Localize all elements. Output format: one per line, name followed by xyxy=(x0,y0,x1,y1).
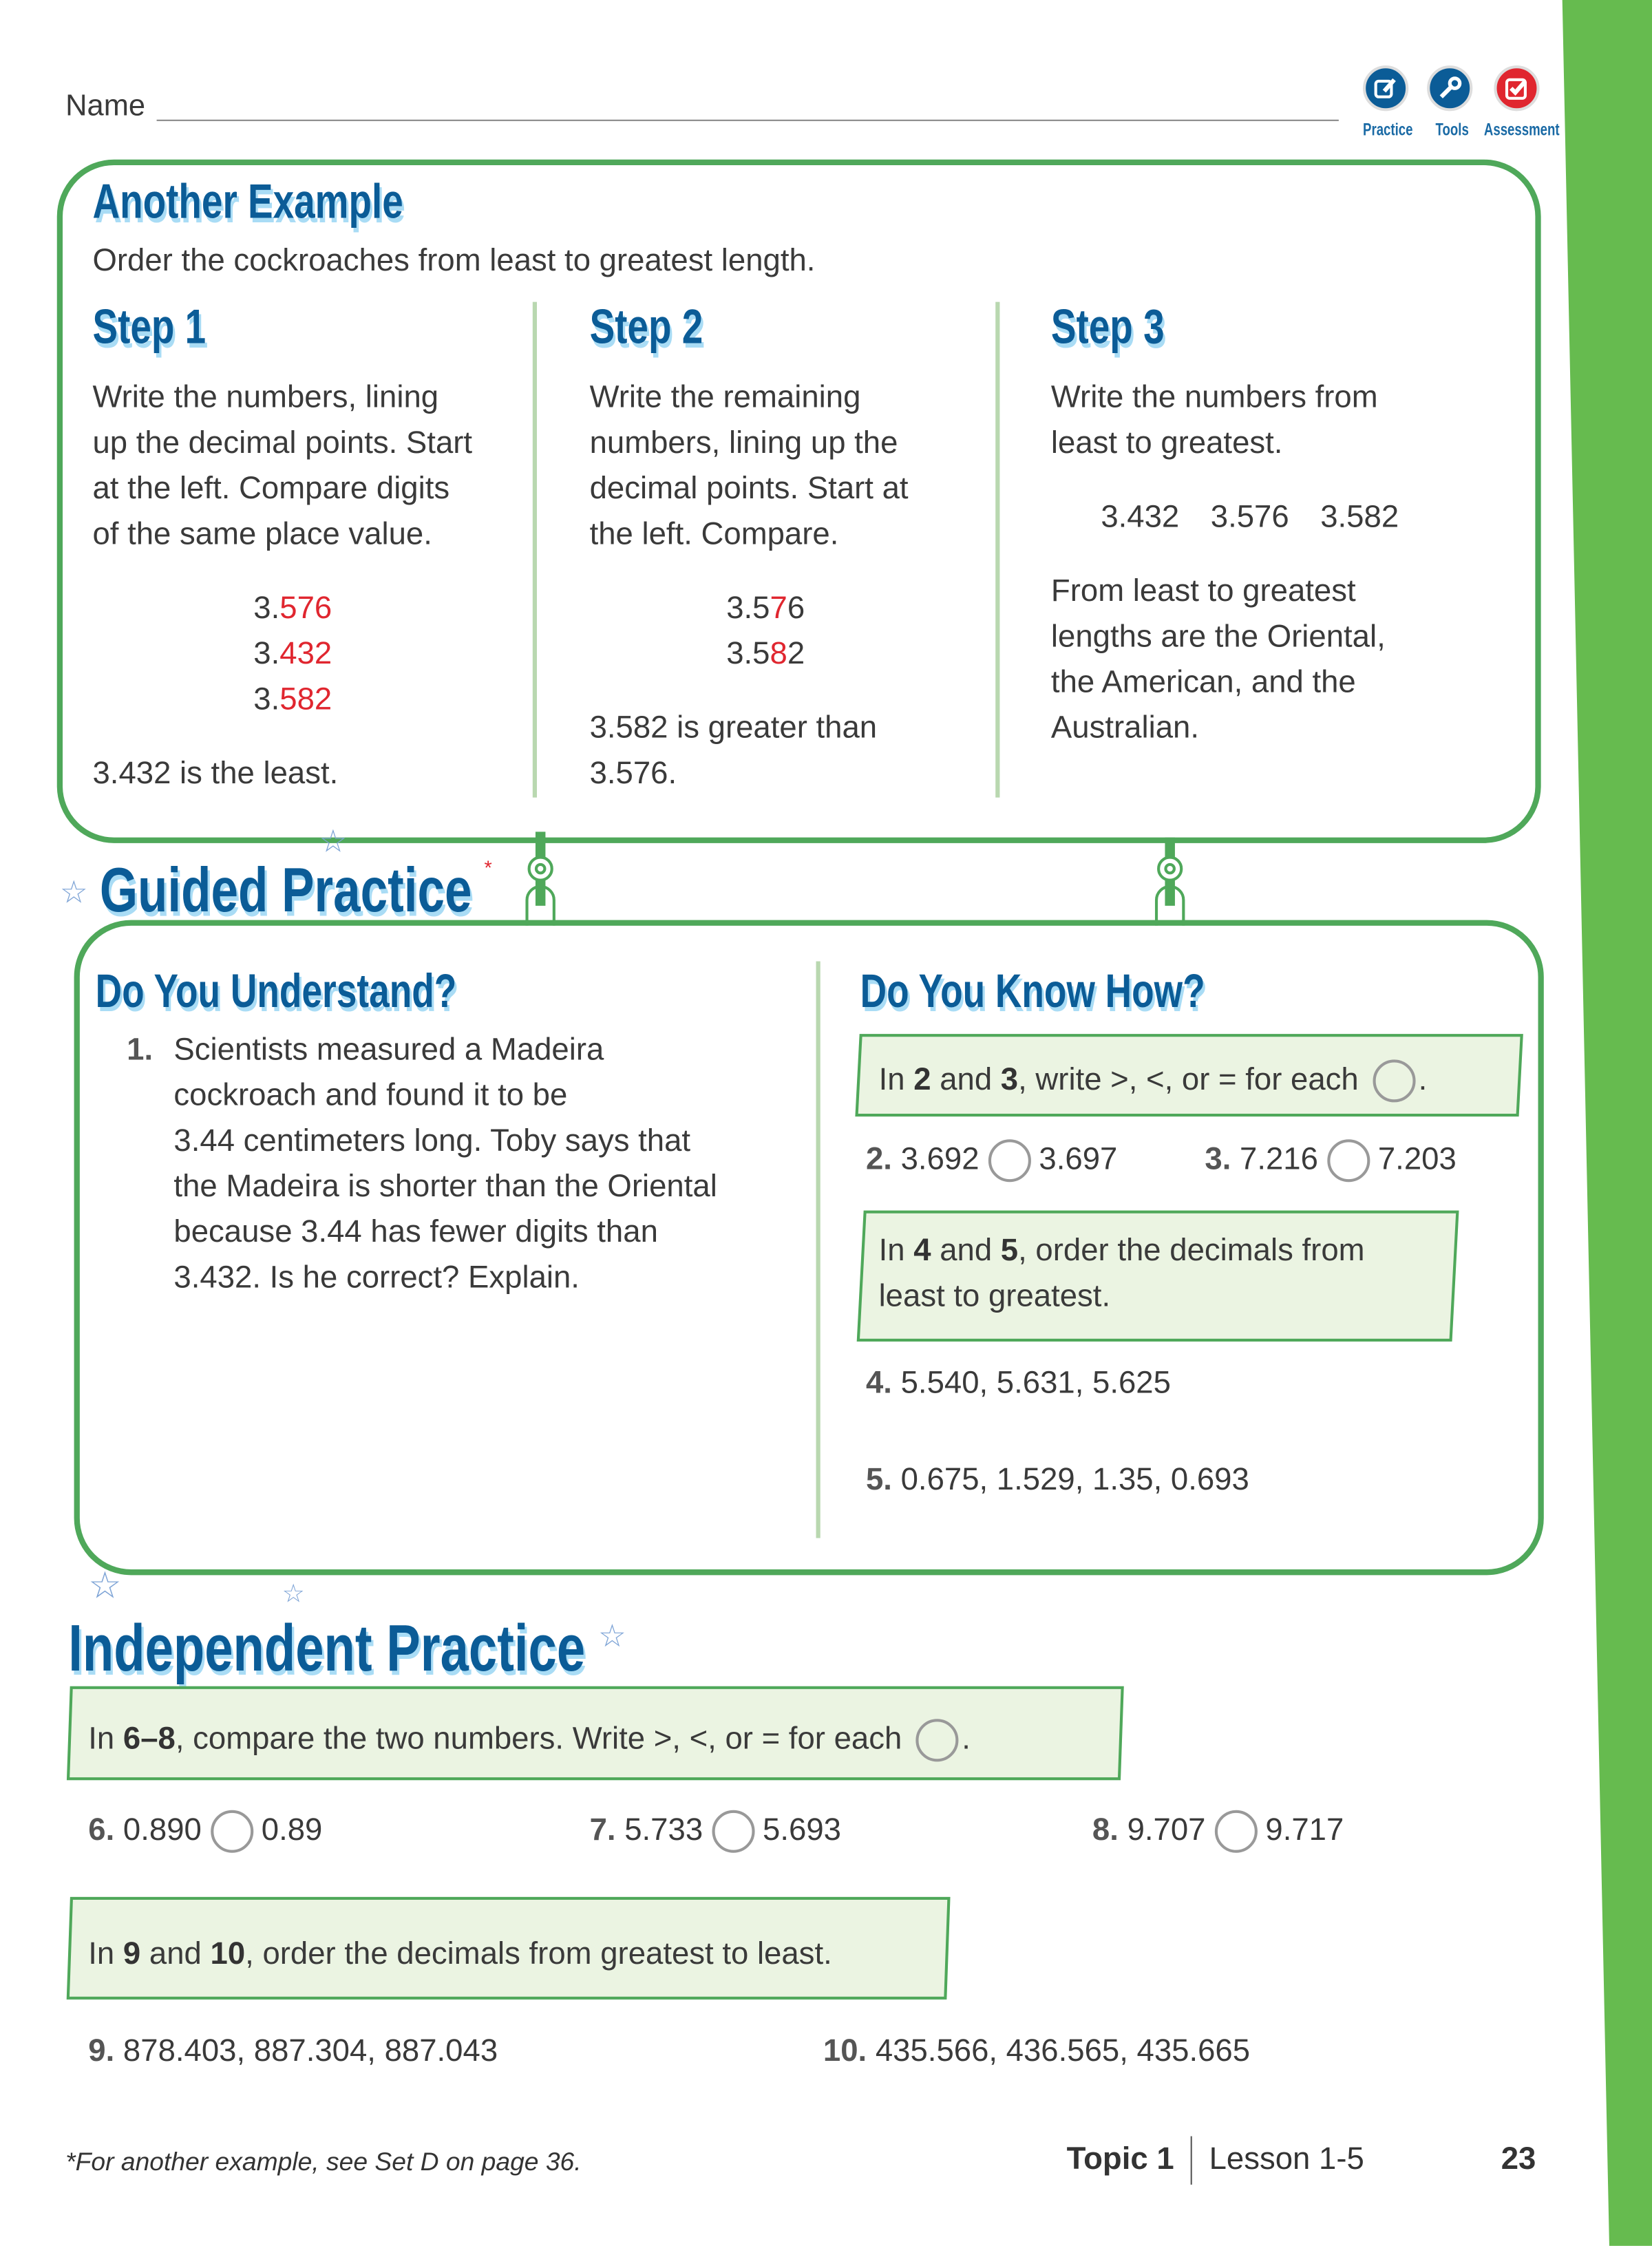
step-conclusion: 3.582 is greater than xyxy=(589,710,878,745)
step-2: Step 2 Write the remaining numbers, lini… xyxy=(589,300,909,797)
step-conclusion: lengths are the Oriental, xyxy=(1050,618,1386,655)
answer-circle[interactable] xyxy=(1326,1139,1370,1183)
step-text: Write the remaining xyxy=(589,379,861,415)
do-you-understand-title: Do You Understand? xyxy=(95,964,457,1017)
question-text: the Madeira is shorter than the Oriental xyxy=(173,1167,717,1204)
footnote: *For another example, see Set D on page … xyxy=(65,2148,582,2176)
instruction-text: In 4 and 5, order the decimals from leas… xyxy=(878,1231,1365,1313)
question-5: 5. 0.675, 1.529, 1.35, 0.693 xyxy=(865,1461,1249,1497)
step-text: decimal points. Start at xyxy=(589,470,909,507)
ordered-number: 3.432 xyxy=(1101,498,1180,535)
hook-connector xyxy=(525,831,555,926)
name-line[interactable] xyxy=(156,119,1339,121)
step-text: numbers, lining up the xyxy=(589,425,898,461)
star-icon: ☆ xyxy=(319,823,348,859)
step-3: Step 3 Write the numbers from least to g… xyxy=(1050,300,1399,752)
question-4: 4. 5.540, 5.631, 5.625 xyxy=(865,1364,1171,1400)
answer-circle[interactable] xyxy=(711,1810,754,1854)
topic-label: Topic 1 xyxy=(1066,2140,1174,2176)
step-text: Write the numbers from xyxy=(1050,379,1378,415)
step-title: Step 2 xyxy=(589,300,703,355)
aligned-number: 3.582 xyxy=(253,681,332,717)
step-conclusion: From least to greatest xyxy=(1050,573,1356,609)
instruction-text: In 9 and 10, order the decimals from gre… xyxy=(88,1935,832,1971)
question-text: cockroach and found it to be xyxy=(173,1077,568,1112)
guided-practice-box xyxy=(74,920,1544,1576)
star-icon: ☆ xyxy=(597,1618,626,1654)
step-text: of the same place value. xyxy=(92,516,432,552)
ordered-number: 3.576 xyxy=(1210,498,1289,535)
side-green-bar xyxy=(1562,0,1652,2246)
assessment-icon[interactable] xyxy=(1494,65,1540,112)
practice-icon[interactable] xyxy=(1363,65,1409,112)
aligned-number: 3.576 xyxy=(726,590,805,626)
step-text: the left. Compare. xyxy=(589,516,839,552)
footer-divider xyxy=(1190,2136,1192,2185)
aligned-number: 3.576 xyxy=(253,590,332,626)
step-text: least to greatest. xyxy=(1050,425,1283,461)
instruction-text: In 6–8, compare the two numbers. Write >… xyxy=(88,1716,971,1762)
step-conclusion: 3.576. xyxy=(589,755,677,792)
practice-label[interactable]: Practice xyxy=(1363,119,1413,140)
answer-circle[interactable] xyxy=(210,1810,253,1854)
aligned-number: 3.432 xyxy=(253,635,332,672)
question-6: 6. 0.890 0.89 xyxy=(88,1808,322,1854)
footnote-asterisk: * xyxy=(484,856,492,879)
step-text: at the left. Compare digits xyxy=(92,470,450,507)
question-8: 8. 9.707 9.717 xyxy=(1092,1808,1344,1854)
question-1: Scientists measured a Madeira cockroach … xyxy=(173,1027,717,1300)
question-2: 2. 3.692 3.697 xyxy=(866,1136,1117,1183)
question-7: 7. 5.733 5.693 xyxy=(590,1808,841,1854)
lesson-label: Lesson 1-5 xyxy=(1209,2140,1364,2176)
step-divider xyxy=(995,301,1000,798)
step-1: Step 1 Write the numbers, lining up the … xyxy=(92,300,473,797)
independent-practice-title: Independent Practice xyxy=(68,1611,586,1685)
question-number: 1. xyxy=(127,1030,153,1067)
do-you-know-how-title: Do You Know How? xyxy=(860,964,1205,1017)
instruction-text: In 2 and 3, write >, <, or = for each. xyxy=(879,1057,1427,1103)
aligned-number: 3.582 xyxy=(726,635,805,672)
hook-connector xyxy=(1154,837,1185,926)
question-text: 3.432. Is he correct? Explain. xyxy=(173,1258,580,1295)
ordered-number: 3.582 xyxy=(1320,498,1399,535)
question-text: Scientists measured a Madeira xyxy=(173,1030,604,1067)
another-example-intro: Order the cockroaches from least to grea… xyxy=(92,242,816,278)
question-text: 3.44 centimeters long. Toby says that xyxy=(173,1122,691,1158)
name-label: Name xyxy=(65,89,146,123)
section-divider xyxy=(816,961,820,1538)
another-example-title: Another Example xyxy=(92,175,403,230)
star-icon: ☆ xyxy=(59,874,88,911)
page-number: 23 xyxy=(1501,2140,1536,2176)
step-title: Step 1 xyxy=(92,300,206,355)
question-3: 3. 7.216 7.203 xyxy=(1205,1136,1457,1183)
another-example-box xyxy=(56,159,1541,843)
question-text: because 3.44 has fewer digits than xyxy=(173,1213,658,1249)
assessment-label[interactable]: Assessment xyxy=(1483,119,1560,140)
step-text: up the decimal points. Start xyxy=(92,425,473,461)
step-divider xyxy=(532,301,538,798)
star-icon: ☆ xyxy=(282,1579,306,1608)
step-conclusion: Australian. xyxy=(1050,710,1200,745)
step-conclusion: the American, and the xyxy=(1050,664,1356,700)
guided-practice-title: Guided Practice xyxy=(99,856,472,926)
step-conclusion: 3.432 is the least. xyxy=(92,755,339,792)
step-text: Write the numbers, lining xyxy=(92,379,439,415)
star-icon: ☆ xyxy=(88,1563,122,1607)
answer-circle[interactable] xyxy=(1214,1810,1257,1854)
step-title: Step 3 xyxy=(1050,300,1165,355)
tools-icon[interactable] xyxy=(1427,65,1473,112)
question-10: 10. 435.566, 436.565, 435.665 xyxy=(823,2032,1251,2068)
answer-circle[interactable] xyxy=(987,1139,1031,1183)
tools-label[interactable]: Tools xyxy=(1435,119,1469,140)
question-9: 9. 878.403, 887.304, 887.043 xyxy=(88,2032,498,2068)
